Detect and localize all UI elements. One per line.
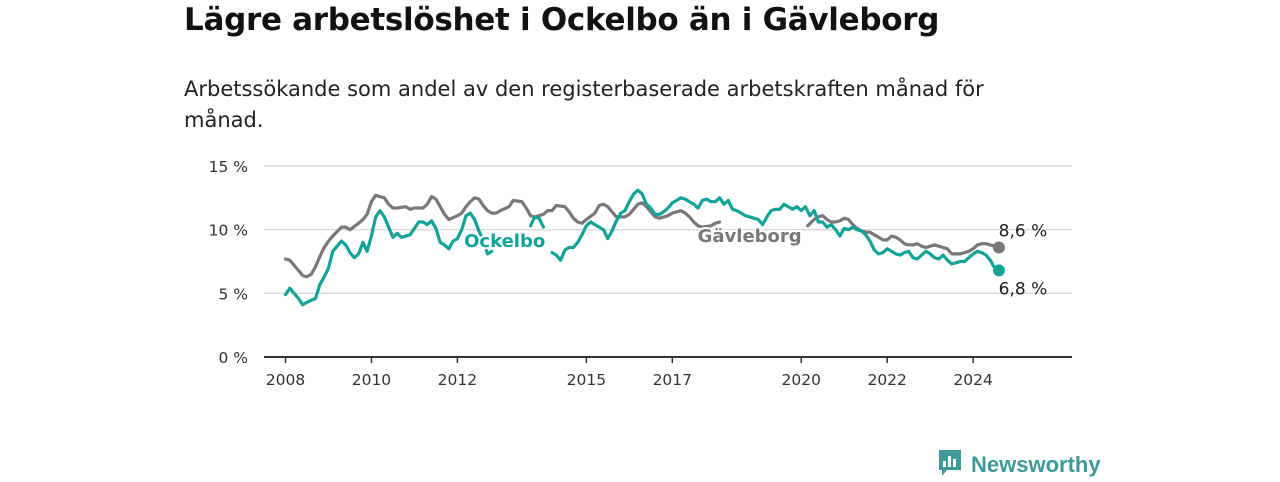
x-tick-label: 2008: [266, 371, 305, 389]
brand-name: Newsworthy: [971, 452, 1101, 477]
end-label-ockelbo: 6,8 %: [999, 279, 1048, 299]
x-tick-label: 2020: [782, 371, 821, 389]
series-labels: 8,6 % 6,8 % Gävleborg Ockelbo: [462, 221, 1048, 299]
chart-title: Lägre arbetslöshet i Ockelbo än i Gävleb…: [184, 2, 940, 38]
series-lines: [283, 188, 1005, 307]
end-point-gavleborg: [992, 241, 1005, 254]
x-tick-label: 2010: [352, 371, 391, 389]
x-tick-label: 2024: [953, 371, 992, 389]
y-tick-label: 15 %: [209, 158, 248, 176]
end-point-ockelbo: [992, 264, 1005, 277]
newsworthy-logo: Newsworthy: [937, 448, 1101, 482]
x-tick-label: 2012: [438, 371, 477, 389]
x-tick-label: 2017: [653, 371, 692, 389]
line-chart: 0 %5 %10 %15 % 2008 2010 2012 2015 2017 2020 2…: [209, 158, 1072, 389]
gridlines: 0 % 5 % 10 % 15 %: [209, 158, 1072, 367]
chart-subtitle: Arbetssökande som andel av den registerb…: [184, 77, 984, 132]
bar-chart-logo-icon: [937, 448, 963, 482]
series-line-ockelbo: [283, 209, 494, 307]
end-label-gavleborg: 8,6 %: [999, 221, 1048, 241]
series-label-ockelbo: Ockelbo: [464, 231, 545, 252]
series-line-gavleborg: [283, 193, 722, 279]
series-line-gavleborg: [806, 214, 1001, 256]
y-tick-label: 5 %: [218, 285, 248, 303]
series-line-ockelbo: [528, 215, 545, 229]
x-tick-label: 2015: [567, 371, 606, 389]
x-axis: 2008 2010 2012 2015 2017 2020 2022 2024: [264, 356, 1072, 389]
y-tick-label: 0 %: [218, 349, 248, 367]
y-tick-label: 10 %: [209, 222, 248, 240]
series-line-ockelbo: [550, 188, 1001, 272]
series-label-gavleborg: Gävleborg: [698, 226, 802, 247]
x-tick-label: 2022: [867, 371, 906, 389]
